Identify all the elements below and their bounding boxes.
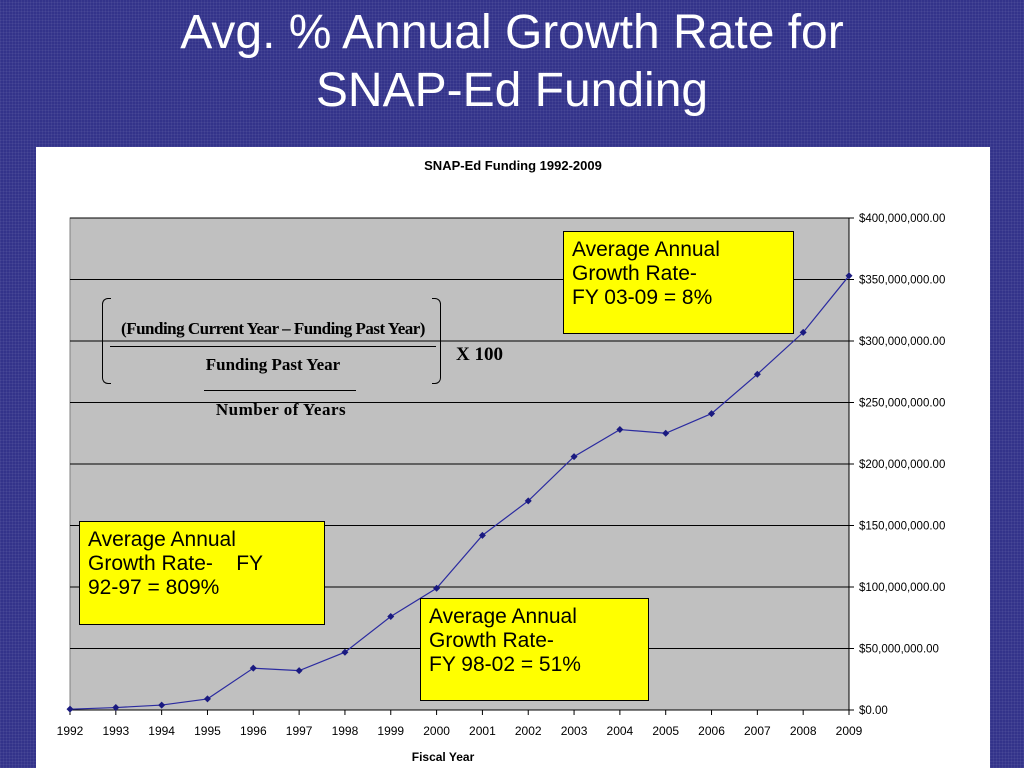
formula-right-bracket <box>432 298 441 384</box>
y-tick-label: $300,000,000.00 <box>859 336 945 348</box>
slide-title-line-1: Avg. % Annual Growth Rate for <box>180 6 844 59</box>
x-tick-label: 2006 <box>698 724 725 738</box>
x-tick-label: 1997 <box>286 724 313 738</box>
x-tick-label: 2002 <box>515 724 542 738</box>
y-tick-label: $400,000,000.00 <box>859 213 945 225</box>
y-tick-label: $250,000,000.00 <box>859 398 945 410</box>
y-tick-label: $350,000,000.00 <box>859 275 945 287</box>
y-tick-label: $0.00 <box>859 705 888 717</box>
data-point <box>616 426 624 434</box>
x-axis: 1992 1993 1994 1995 1996 1997 1998 1999 2000 2001… <box>57 709 863 738</box>
data-point <box>203 695 211 703</box>
y-tick-label: $50,000,000.00 <box>859 644 939 656</box>
x-tick-label: 2005 <box>652 724 679 738</box>
x-axis-label: Fiscal Year <box>412 750 475 764</box>
data-point <box>66 705 74 713</box>
x-tick-label: 1994 <box>148 724 175 738</box>
callout-line: Growth Rate- <box>572 262 697 285</box>
formula-fraction-bar <box>110 346 436 347</box>
x-tick-label: 2001 <box>469 724 496 738</box>
slide-title-line-2: SNAP-Ed Funding <box>315 64 709 117</box>
callout-line: FY 98-02 = 51% <box>429 653 581 676</box>
series-layer <box>66 272 853 713</box>
data-point <box>570 453 578 461</box>
callout-line: Growth Rate- FY <box>88 552 264 575</box>
x-tick-label: 2003 <box>561 724 588 738</box>
x-tick-label: 2000 <box>423 724 450 738</box>
data-point <box>799 328 807 336</box>
formula-divisor-bar <box>204 390 356 391</box>
callout-line: Growth Rate- <box>429 629 554 652</box>
data-point <box>249 664 257 672</box>
data-point <box>433 584 441 592</box>
formula-numerator: (Funding Current Year – Funding Past Yea… <box>121 319 425 338</box>
callout-line: 92-97 = 809% <box>88 576 220 599</box>
chart-title: SNAP-Ed Funding 1992-2009 <box>424 158 602 173</box>
formula-left-bracket <box>102 298 111 384</box>
data-point <box>112 704 120 712</box>
data-point <box>662 429 670 437</box>
callout-fy03-09: Average Annual Growth Rate- FY 03-09 = 8… <box>563 231 794 334</box>
x-tick-label: 2004 <box>607 724 634 738</box>
slide-title: Avg. % Annual Growth Rate for SNAP-Ed Fu… <box>0 4 1024 120</box>
y-tick-label: $200,000,000.00 <box>859 459 945 471</box>
formula-multiplier: X 100 <box>456 344 503 365</box>
callout-line: FY 03-09 = 8% <box>572 286 713 309</box>
chart-frame: SNAP-Ed Funding 1992-2009 $0.00 $50,000,0… <box>36 147 990 768</box>
formula-denominator: Funding Past Year <box>205 355 341 374</box>
y-tick-label: $100,000,000.00 <box>859 582 945 594</box>
x-tick-label: 1992 <box>57 724 84 738</box>
x-tick-label: 2009 <box>836 724 863 738</box>
data-point <box>524 497 532 505</box>
data-point <box>295 667 303 675</box>
x-tick-label: 1995 <box>194 724 221 738</box>
data-point <box>341 648 349 656</box>
callout-line: Average Annual <box>88 528 236 551</box>
x-tick-label: 2007 <box>744 724 771 738</box>
x-tick-label: 1999 <box>377 724 404 738</box>
data-point <box>845 272 853 280</box>
formula-divisor: Number of Years <box>215 400 347 419</box>
data-point <box>478 531 486 539</box>
y-axis: $0.00 $50,000,000.00 $100,000,000.00 $150,0… <box>848 213 945 717</box>
callout-line: Average Annual <box>429 605 577 628</box>
y-tick-label: $150,000,000.00 <box>859 521 945 533</box>
data-point <box>753 370 761 378</box>
callout-fy98-02: Average Annual Growth Rate- FY 98-02 = 5… <box>420 598 649 701</box>
data-point <box>387 613 395 621</box>
x-tick-label: 2008 <box>790 724 817 738</box>
callout-fy92-97: Average Annual Growth Rate- FY 92-97 = 8… <box>79 521 325 625</box>
data-point <box>158 701 166 709</box>
callout-line: Average Annual <box>572 238 720 261</box>
x-tick-label: 1996 <box>240 724 267 738</box>
x-tick-label: 1998 <box>332 724 359 738</box>
x-tick-label: 1993 <box>102 724 129 738</box>
series-line <box>69 275 850 710</box>
data-point <box>708 410 716 418</box>
